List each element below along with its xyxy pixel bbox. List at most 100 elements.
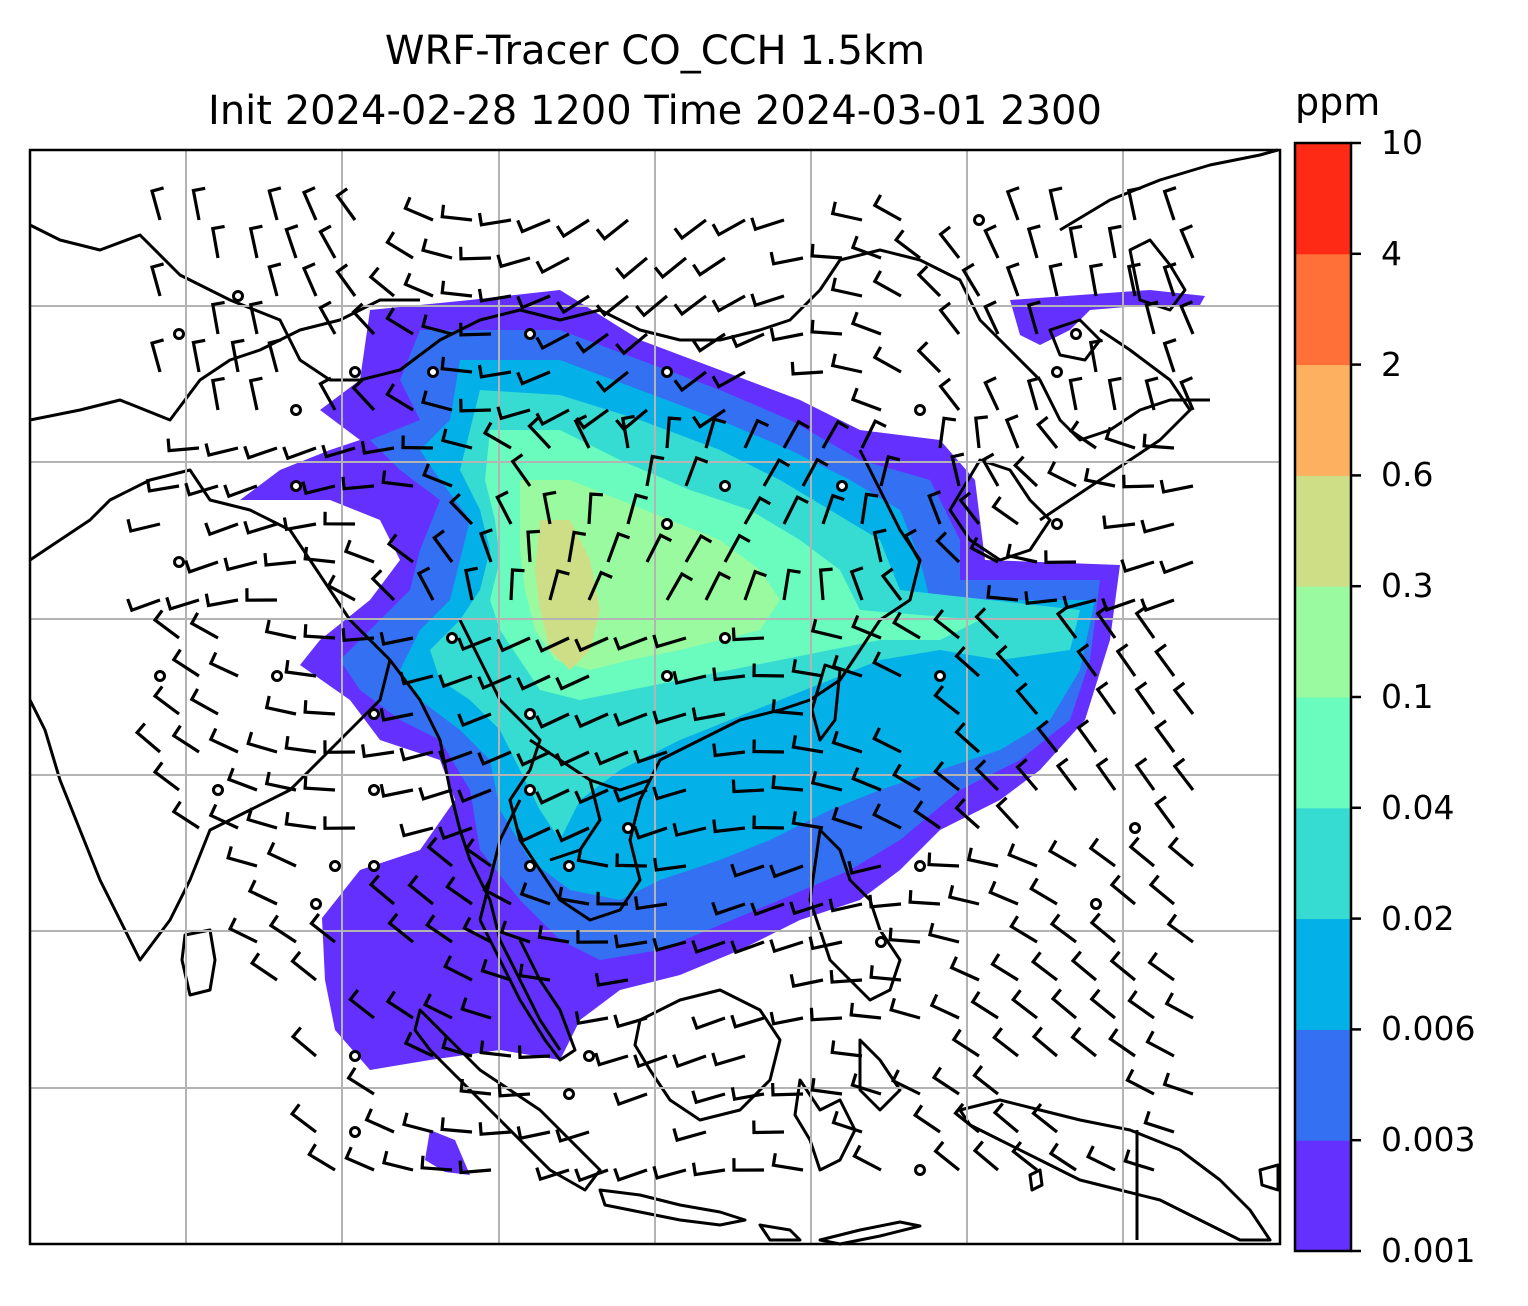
- wind-barb: [204, 443, 239, 458]
- wind-barb: [1035, 415, 1059, 450]
- map-frame: [28, 148, 1282, 1246]
- colorbar-segment: [1295, 253, 1351, 366]
- wind-barb: [1140, 519, 1175, 534]
- wind-barb: [828, 898, 863, 913]
- wind-barb: [518, 963, 551, 982]
- wind-barb: [422, 993, 453, 1020]
- wind-barb: [912, 1104, 941, 1134]
- wind-barb: [496, 254, 531, 269]
- wind-barb: [477, 364, 512, 379]
- wind-barb: [519, 882, 551, 906]
- wind-barb: [1164, 992, 1194, 1020]
- wind-barb: [992, 1027, 1019, 1058]
- wind-barb: [482, 421, 512, 450]
- wind-barb: [152, 685, 180, 716]
- wind-barb: [440, 428, 473, 450]
- wind-barb: [869, 965, 902, 982]
- wind-barb: [301, 481, 336, 496]
- wind-barb: [440, 1117, 473, 1134]
- wind-barb: [458, 1160, 492, 1175]
- wind-barb: [535, 332, 570, 351]
- wind-barb: [516, 218, 551, 234]
- wind-barb: [974, 415, 988, 449]
- wind-barb: [851, 614, 882, 640]
- co-tracer-plume: [240, 290, 1205, 1175]
- wind-barb: [974, 759, 1000, 792]
- wind-barb: [303, 700, 336, 716]
- wind-barb: [851, 766, 882, 792]
- wind-barb: [1015, 682, 1039, 716]
- wind-barb: [335, 263, 357, 297]
- wind-barb: [704, 571, 731, 601]
- wind-barb: [309, 913, 336, 944]
- calm-marker: [661, 366, 673, 378]
- wind-barb: [731, 627, 765, 642]
- wind-barb: [587, 492, 603, 525]
- wind-barb: [821, 419, 850, 449]
- calm-marker: [154, 670, 166, 682]
- colorbar-tick-label: 0.003: [1381, 1120, 1476, 1160]
- wind-barb: [992, 1102, 1020, 1134]
- wind-barb: [204, 593, 239, 608]
- wind-barb: [379, 783, 414, 798]
- wind-barb: [652, 786, 687, 801]
- wind-barb: [574, 1168, 609, 1183]
- wind-barb: [535, 636, 570, 653]
- wind-barb: [248, 224, 263, 259]
- wind-barb: [821, 493, 845, 525]
- calm-marker: [719, 480, 731, 492]
- wind-barb: [1109, 950, 1137, 982]
- wind-barb: [986, 584, 1019, 602]
- wind-barb: [457, 712, 492, 728]
- wind-barb: [464, 566, 479, 601]
- wind-barb: [418, 787, 453, 801]
- wind-barb: [247, 879, 278, 906]
- wind-barb: [1047, 839, 1077, 868]
- wind-barb: [477, 212, 512, 227]
- wind-barb: [771, 1153, 804, 1172]
- korea-peninsula: [948, 458, 1052, 562]
- wind-barb: [1162, 262, 1177, 297]
- wind-barb: [223, 484, 258, 499]
- wind-barb: [633, 749, 668, 764]
- wind-barb: [613, 934, 648, 949]
- colorbar-tick-label: 0.02: [1381, 898, 1455, 938]
- wind-barb: [399, 671, 434, 686]
- wind-barb: [933, 761, 960, 792]
- wind-barb: [732, 1158, 765, 1172]
- calm-marker: [290, 480, 302, 492]
- wind-barb: [464, 837, 492, 868]
- wind-barb: [1140, 598, 1175, 613]
- wind-barb: [587, 570, 613, 601]
- wind-barb: [440, 204, 473, 222]
- colorbar-segment: [1295, 1140, 1351, 1252]
- calm-marker: [349, 1050, 361, 1062]
- wind-barb: [1115, 643, 1137, 677]
- wind-barb: [1179, 300, 1195, 335]
- wind-barb: [282, 446, 317, 461]
- wind-barb: [574, 788, 609, 805]
- wind-barb: [995, 644, 1020, 678]
- wind-barb: [478, 1122, 512, 1136]
- wind-barb: [1088, 837, 1116, 868]
- wind-barb: [399, 747, 434, 762]
- wind-barb: [230, 338, 245, 373]
- wind-barb: [165, 596, 200, 611]
- wind-barb: [477, 674, 512, 690]
- wind-barb: [1154, 719, 1176, 753]
- wind-barb: [1029, 877, 1058, 906]
- calm-marker: [875, 936, 887, 948]
- calm-marker: [583, 1050, 595, 1062]
- wind-barb: [482, 878, 512, 906]
- china-southeast-coastline: [818, 248, 1210, 442]
- wind-barb: [1126, 186, 1141, 221]
- wind-barb: [830, 277, 863, 298]
- wind-barb: [191, 338, 206, 373]
- wind-barb: [145, 478, 180, 493]
- wind-barb: [245, 588, 278, 602]
- wind-barb: [1108, 1028, 1136, 1058]
- bay-of-bengal-coast: [388, 659, 562, 1051]
- wind-barb: [860, 492, 879, 525]
- wind-barb: [691, 1090, 726, 1105]
- wind-barb: [831, 806, 863, 830]
